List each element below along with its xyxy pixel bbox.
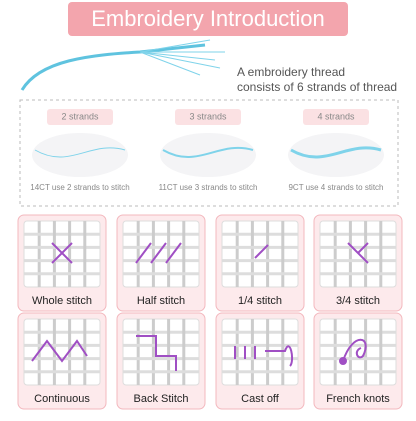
stitch-label: Back Stitch: [133, 393, 188, 405]
fabric: [319, 318, 397, 386]
knot: [339, 357, 347, 365]
stitch-drawing: [234, 345, 294, 367]
thread-text: A embroidery thread: [237, 65, 345, 79]
stitch-path: [234, 345, 294, 367]
stitch-drawing: [136, 335, 177, 371]
stitch-label: 1/4 stitch: [238, 295, 282, 307]
strand-caption: 14CT use 2 strands to stitch: [30, 183, 129, 192]
title-banner: [68, 2, 348, 36]
strand-thread: [34, 147, 126, 158]
strand-caption: 9CT use 4 strands to stitch: [288, 183, 383, 192]
fabric: [122, 220, 200, 288]
stitch-label: Continuous: [34, 393, 90, 405]
strand-sample: [160, 133, 256, 177]
stitch-path: [31, 339, 88, 363]
strand-label: 2 strands: [61, 111, 99, 121]
stitch-drawing: [339, 338, 367, 365]
fabric: [122, 318, 200, 386]
strand-thread: [162, 146, 254, 159]
stitch-drawing: [347, 242, 369, 264]
stitch-drawing: [51, 242, 73, 264]
stitch-path: [135, 242, 182, 264]
stitch-label: Cast off: [241, 393, 280, 405]
stitch-label: Half stitch: [137, 295, 185, 307]
thread-illustration: [20, 39, 225, 91]
strand-pill: [47, 109, 113, 125]
strand-pill: [303, 109, 369, 125]
fabric: [23, 318, 101, 386]
stitch-drawing: [31, 339, 88, 363]
fabric: [221, 318, 299, 386]
title: Embroidery Introduction: [91, 6, 325, 31]
strand-pill: [175, 109, 241, 125]
strand-label: 4 strands: [317, 111, 355, 121]
stitch-label: 3/4 stitch: [336, 295, 380, 307]
strand-label: 3 strands: [189, 111, 227, 121]
stitch-drawing: [254, 244, 269, 259]
thread-text: consists of 6 strands of thread: [237, 80, 397, 94]
stitch-path: [254, 244, 269, 259]
stitch-path: [136, 335, 177, 371]
strand-caption: 11CT use 3 strands to stitch: [159, 183, 258, 192]
stitch-path: [347, 242, 369, 264]
stitch-drawing: [135, 242, 182, 264]
strand-thread: [290, 146, 382, 159]
stitch-path: [51, 242, 73, 264]
strand-sample: [32, 133, 128, 177]
strands-box: [19, 99, 399, 207]
stitch-label: Whole stitch: [32, 295, 92, 307]
stitch-label: French knots: [326, 393, 390, 405]
stitch-path: [342, 338, 367, 362]
